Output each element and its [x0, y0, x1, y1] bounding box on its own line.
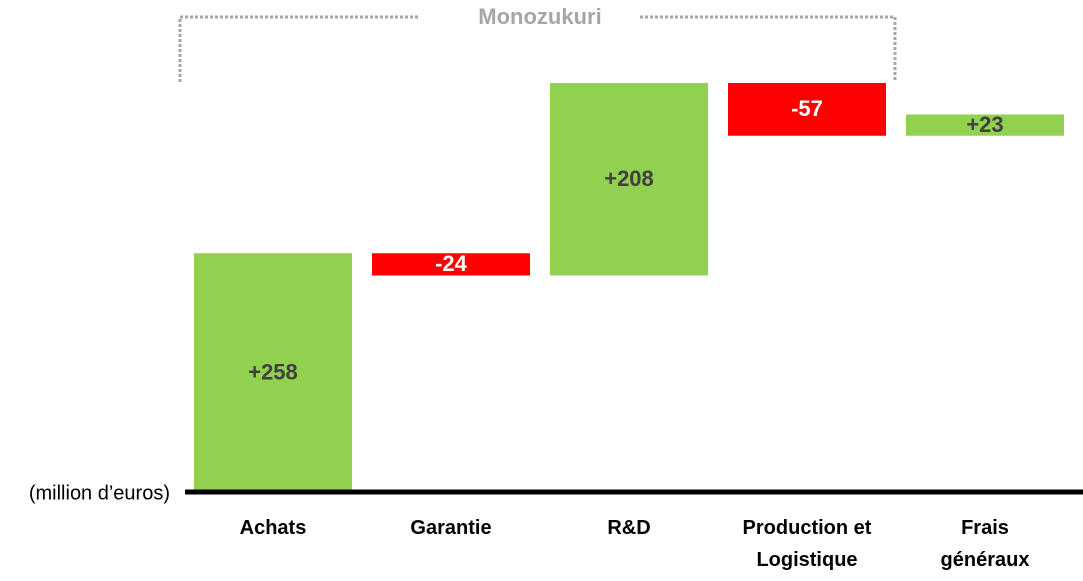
value-label: -24 [435, 251, 468, 276]
bar [550, 83, 708, 276]
value-label: +258 [248, 359, 298, 384]
value-label: +208 [604, 166, 654, 191]
x-tick-label: Garantie [410, 517, 492, 539]
value-label: +23 [966, 112, 1003, 137]
unit-label: (million d’euros) [29, 482, 170, 504]
bar [728, 83, 886, 136]
x-tick-label: Frais généraux [940, 517, 1030, 571]
x-tick-label: Production et Logistique [742, 517, 872, 571]
bracket [178, 15, 897, 82]
bar [906, 114, 1064, 136]
bar [372, 253, 530, 276]
bar [194, 253, 352, 492]
x-tick-label: Achats [239, 517, 307, 539]
x-tick-label: R&D [607, 517, 651, 539]
annotation: Monozukuri [478, 4, 601, 29]
value-label: -57 [791, 96, 823, 121]
